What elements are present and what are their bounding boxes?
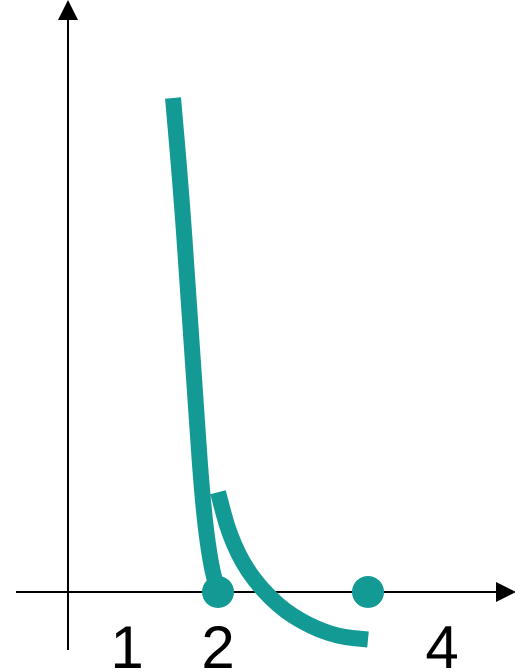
data-point-x4 [352, 576, 384, 608]
series-layer [165, 97, 369, 648]
x-tick-label-1: 1 [110, 614, 143, 672]
points-layer [202, 576, 384, 608]
series-line-2 [210, 490, 369, 648]
series-line-1 [165, 97, 226, 595]
data-point-x2 [202, 576, 234, 608]
x-tick-label-4: 4 [425, 614, 458, 672]
x-tick-label-2: 2 [201, 614, 234, 672]
